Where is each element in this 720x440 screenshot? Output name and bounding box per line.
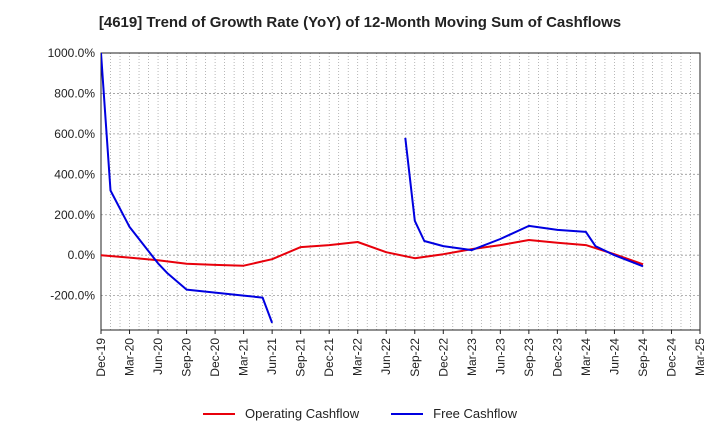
- x-tick-label: Sep-22: [408, 338, 422, 377]
- x-tick-label: Jun-22: [379, 338, 393, 375]
- x-tick-label: Sep-20: [180, 338, 194, 377]
- x-tick-label: Dec-22: [436, 338, 450, 377]
- legend-item-operating[interactable]: Operating Cashflow: [203, 406, 359, 421]
- y-tick-label: 0.0%: [68, 248, 96, 262]
- x-tick-label: Mar-25: [693, 338, 707, 376]
- plot-area: [101, 53, 700, 330]
- plot-frame: [100, 52, 701, 331]
- x-tick-label: Jun-20: [151, 338, 165, 375]
- y-tick-label: -200.0%: [50, 289, 95, 303]
- y-tick-label: 200.0%: [54, 208, 95, 222]
- x-tick-label: Sep-21: [294, 338, 308, 377]
- series-line-free-cashflow: [101, 52, 274, 324]
- legend-label-free: Free Cashflow: [433, 406, 517, 421]
- x-tick-label: Dec-24: [664, 338, 678, 377]
- legend-item-free[interactable]: Free Cashflow: [391, 406, 517, 421]
- x-tick-label: Dec-21: [322, 338, 336, 377]
- legend-label-operating: Operating Cashflow: [245, 406, 360, 421]
- y-tick-label: 800.0%: [54, 86, 95, 100]
- y-tick-label: 600.0%: [54, 127, 95, 141]
- x-tick-label: Dec-23: [550, 338, 564, 377]
- x-tick-label: Dec-20: [208, 338, 222, 377]
- x-tick-label: Dec-19: [94, 338, 108, 377]
- x-tick-label: Jun-23: [493, 338, 507, 375]
- y-tick-label: 400.0%: [54, 167, 95, 181]
- x-tick-label: Mar-23: [465, 338, 479, 376]
- legend-swatch-free: [391, 412, 424, 415]
- x-tick-label: Jun-24: [607, 338, 621, 375]
- x-tick-label: Mar-20: [123, 338, 137, 376]
- series-line-operating-cashflow: [101, 239, 644, 267]
- y-tick-label: 1000.0%: [48, 46, 96, 60]
- x-tick-label: Mar-21: [237, 338, 251, 376]
- x-tick-label: Mar-22: [351, 338, 365, 376]
- series-line-free-cashflow: [404, 137, 644, 268]
- x-tick-label: Jun-21: [265, 338, 279, 375]
- x-tick-label: Sep-23: [522, 338, 536, 377]
- x-tick-label: Sep-24: [636, 338, 650, 377]
- legend-swatch-operating: [203, 412, 235, 415]
- legend: Operating Cashflow Free Cashflow: [0, 406, 720, 421]
- x-tick-label: Mar-24: [579, 338, 593, 376]
- chart-title: [4619] Trend of Growth Rate (YoY) of 12-…: [98, 14, 622, 31]
